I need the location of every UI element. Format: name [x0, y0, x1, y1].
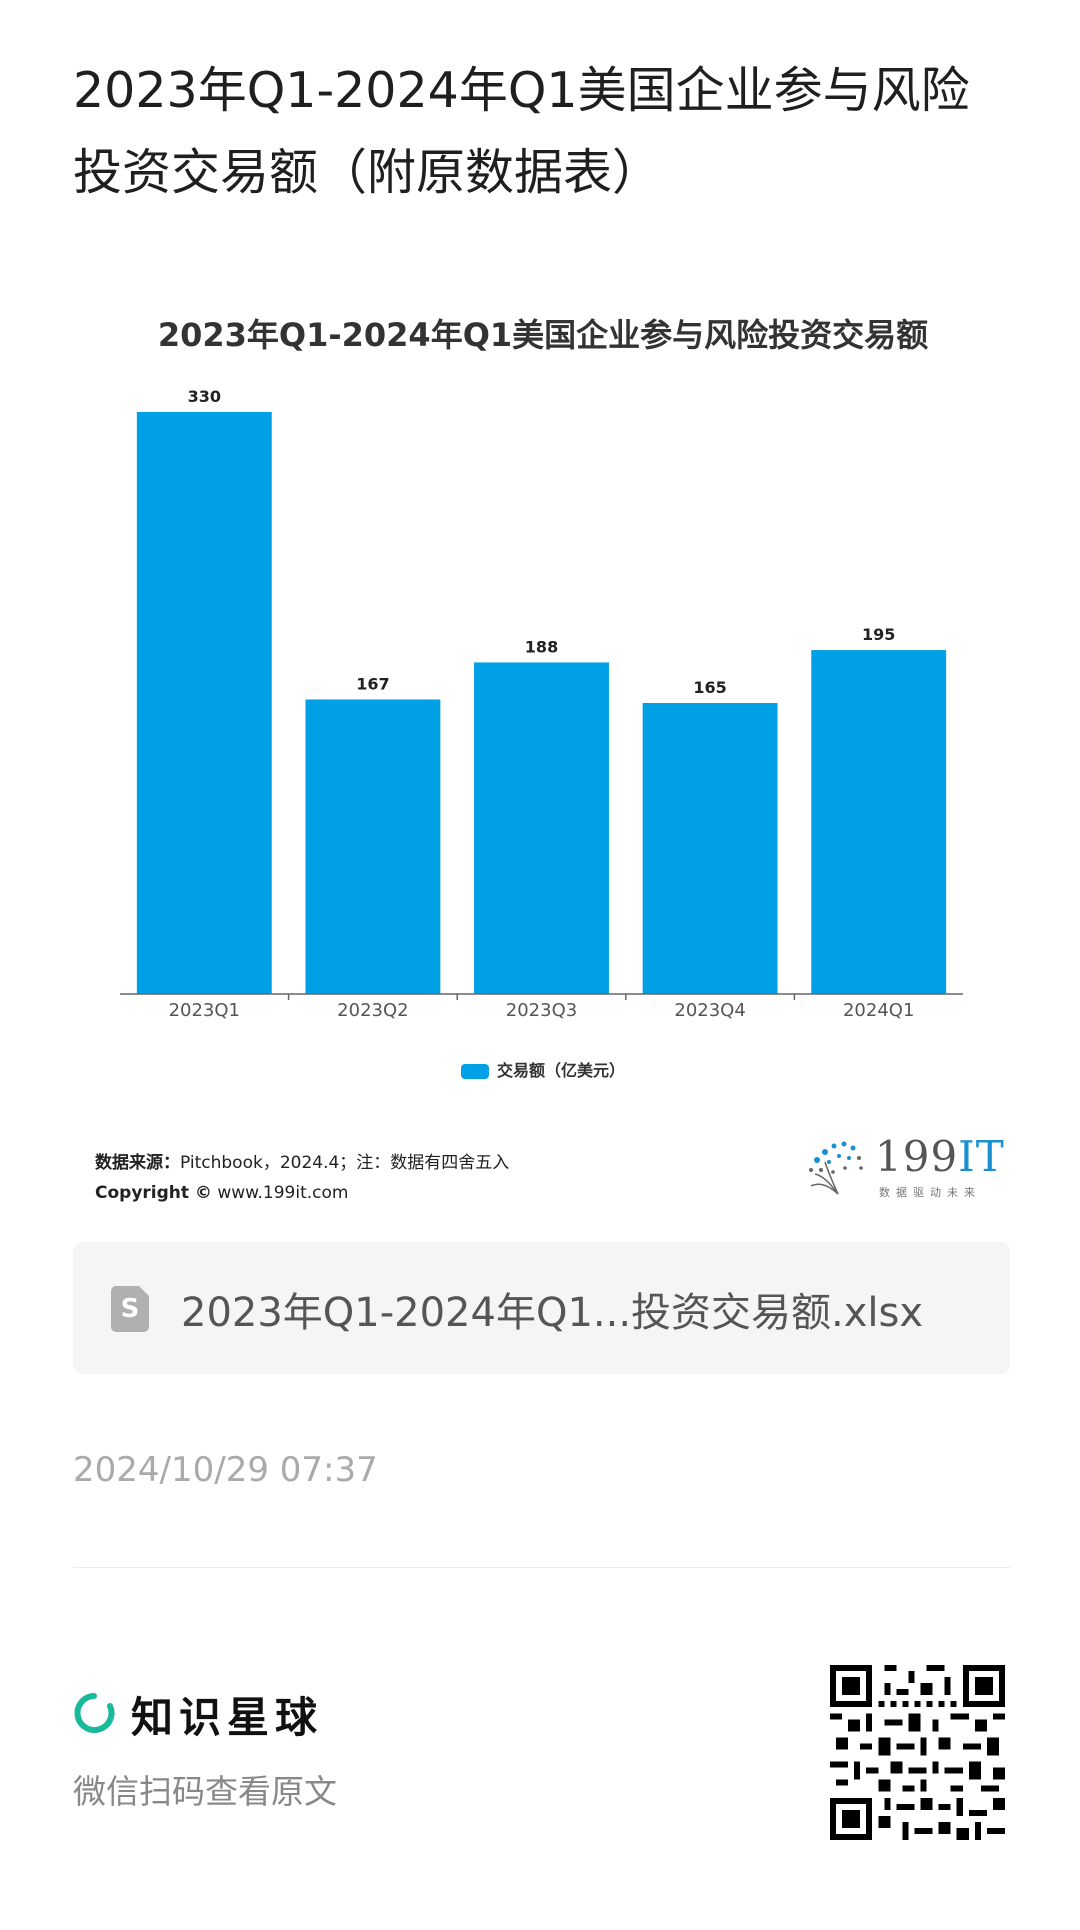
zsxq-brand-name: 知识星球 [131, 1693, 324, 1742]
attachment-card[interactable]: S 2023年Q1-2024年Q1...投资交易额.xlsx [73, 1242, 1010, 1374]
chart-legend: 交易额（亿美元） [73, 1057, 1013, 1081]
legend-label: 交易额（亿美元） [496, 1061, 625, 1080]
chart-title: 2023年Q1-2024年Q1美国企业参与风险投资交易额 [157, 316, 929, 354]
attachment-file-name[interactable]: 2023年Q1-2024年Q1...投资交易额.xlsx [181, 1290, 924, 1336]
bar-2023Q4 [642, 703, 778, 994]
x-tick-label-2024Q1: 2024Q1 [843, 1000, 914, 1021]
value-label-2023Q2: 167 [356, 674, 389, 693]
qr-code[interactable] [830, 1665, 1005, 1840]
chart-image[interactable]: 2023年Q1-2024年Q1美国企业参与风险投资交易额 330 167 188 16… [73, 300, 1013, 1230]
legend-swatch [460, 1064, 489, 1079]
value-label-2023Q1: 330 [188, 387, 221, 406]
post-timestamp: 2024/10/29 07:37 [73, 1450, 378, 1490]
source-text: Pitchbook，2024.4；注：数据有四舍五入 [180, 1153, 510, 1173]
bar-2023Q3 [474, 662, 609, 994]
bar-2024Q1 [811, 650, 947, 994]
bar-2023Q1 [136, 412, 272, 994]
x-tick-label-2023Q3: 2023Q3 [506, 1000, 577, 1021]
zsxq-logo-icon [74, 1693, 115, 1733]
199it-logo: 199IT 数据驱动未来 [803, 1130, 1005, 1205]
value-label-2023Q4: 165 [693, 678, 726, 697]
bar-chart: 330 167 188 165 195 2023Q1 2023Q2 2023Q3 2023Q4… [120, 387, 963, 1021]
bar-2023Q2 [305, 699, 441, 994]
source-label: 数据来源： [95, 1153, 180, 1173]
copyright-url: www.199it.com [217, 1183, 349, 1203]
dandelion-logo-icon [809, 1141, 863, 1195]
copyright-label: Copyright © [95, 1183, 212, 1203]
value-label-2024Q1: 195 [862, 625, 895, 644]
x-tick-label-2023Q1: 2023Q1 [169, 1000, 240, 1021]
source-note: 数据来源：Pitchbook，2024.4；注：数据有四舍五入 Copyrigh… [95, 1148, 509, 1208]
page-title: 2023年Q1-2024年Q1美国企业参与风险投资交易额（附原数据表） [73, 62, 970, 201]
x-tick-label-2023Q4: 2023Q4 [674, 1000, 745, 1021]
divider [73, 1567, 1010, 1568]
x-tick-label-2023Q2: 2023Q2 [337, 1000, 408, 1021]
spreadsheet-file-icon: S [111, 1286, 149, 1332]
scan-hint: 微信扫码查看原文 [73, 1772, 337, 1811]
logo-text: 199IT [875, 1132, 1005, 1181]
value-label-2023Q3: 188 [525, 637, 558, 656]
logo-tagline: 数据驱动未来 [879, 1186, 981, 1199]
